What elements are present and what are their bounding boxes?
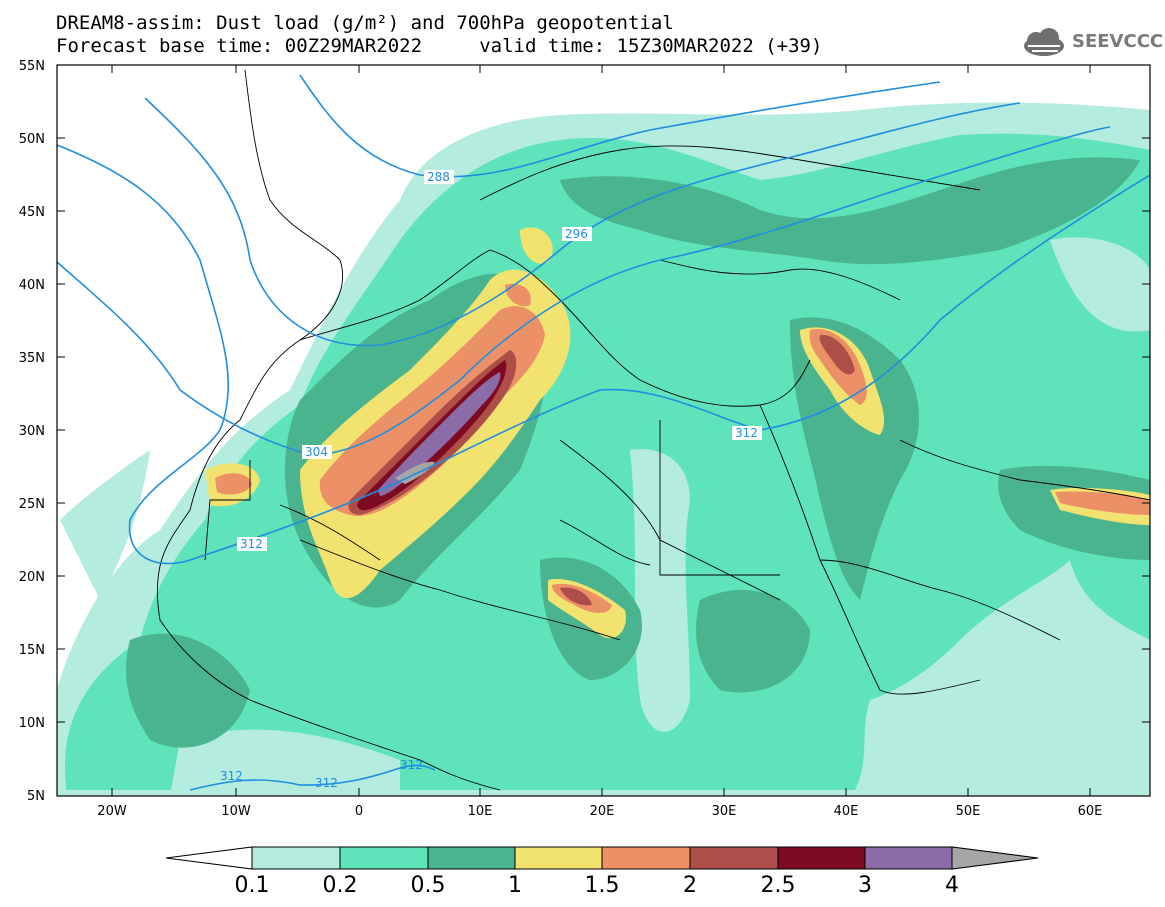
dust-level-0.1-patch xyxy=(170,729,400,796)
colorbar-label: 0.5 xyxy=(411,873,446,898)
dust-level-3 xyxy=(378,372,501,496)
lat-label: 20N xyxy=(19,570,45,585)
contour-312-south xyxy=(189,764,436,791)
colorbar-labels: 0.1 0.2 0.5 1 1.5 2 2.5 3 4 xyxy=(235,873,960,898)
lon-label: 50E xyxy=(956,804,981,819)
colorbar-segment xyxy=(427,846,516,870)
contour-label: 312 xyxy=(240,537,263,551)
forecast-time-subtitle: Forecast base time: 00Z29MAR2022 valid t… xyxy=(56,35,823,57)
contour-label: 288 xyxy=(427,170,450,184)
dust-level-1 xyxy=(520,227,553,264)
coastlines xyxy=(156,69,1150,791)
colorbar-segment xyxy=(514,846,603,870)
contour-label: 312 xyxy=(735,426,758,440)
lat-label: 10N xyxy=(19,716,45,731)
lon-label: 10W xyxy=(221,804,251,819)
colorbar-label: 3 xyxy=(858,873,872,898)
lon-label: 40E xyxy=(834,804,859,819)
lon-label: 20W xyxy=(97,804,127,819)
seevccc-logo xyxy=(1024,28,1064,56)
lat-label: 45N xyxy=(19,205,45,220)
dust-level-1.5 xyxy=(215,473,252,495)
colorbar-segment xyxy=(864,846,953,870)
dust-level-0.1-patch xyxy=(630,449,690,732)
colorbar-label: 0.1 xyxy=(235,873,270,898)
lon-label: 20E xyxy=(590,804,615,819)
colorbar-label: 4 xyxy=(945,873,959,898)
longitude-labels: 20W 10W 0 10E 20E 30E 40E 50E 60E xyxy=(97,804,1102,819)
dust-level-0.5 xyxy=(790,317,919,600)
contour-label: 312 xyxy=(220,769,243,783)
dust-level-0.2 xyxy=(65,133,1150,790)
dust-level-1.5 xyxy=(1055,491,1150,515)
lat-label: 35N xyxy=(19,351,45,366)
contour-labels: 288 296 304 312 312 312 312 312 xyxy=(220,170,762,790)
dust-level-0.5 xyxy=(560,157,1140,265)
geopotential-contours xyxy=(57,74,1150,791)
colorbar-label: 1 xyxy=(508,873,522,898)
colorbar-label: 2 xyxy=(683,873,697,898)
cloud-icon xyxy=(1024,28,1064,56)
lon-label: 60E xyxy=(1078,804,1103,819)
colorbar-segment xyxy=(777,846,866,870)
logo-text: SEEVCCC xyxy=(1072,31,1164,52)
colorbar-segment xyxy=(339,846,429,870)
contour-label: 312 xyxy=(315,776,338,790)
colorbar-label: 2.5 xyxy=(761,873,796,898)
dust-level-0.5 xyxy=(126,633,250,748)
contour-label: 296 xyxy=(565,227,588,241)
dust-level-0.1-patch xyxy=(60,450,150,600)
contour-304 xyxy=(57,126,1111,456)
colorbar-segment xyxy=(601,846,691,870)
contour-label: 304 xyxy=(305,445,328,459)
lat-label: 5N xyxy=(27,789,45,804)
colorbar-label: 0.2 xyxy=(323,873,358,898)
lat-label: 50N xyxy=(19,132,45,147)
lat-label: 25N xyxy=(19,497,45,512)
colorbar-label: 1.5 xyxy=(585,873,620,898)
dust-level-2 xyxy=(560,587,592,606)
contour-312 xyxy=(57,144,1150,565)
lon-label: 0 xyxy=(355,804,363,819)
lon-label: 10E xyxy=(468,804,493,819)
contour-296 xyxy=(144,97,1021,347)
colorbar-segment xyxy=(689,846,779,870)
dust-level-1.5 xyxy=(505,283,531,307)
chart-title: DREAM8-assim: Dust load (g/m²) and 700hP… xyxy=(56,12,674,34)
dust-level-0.5 xyxy=(696,590,810,693)
colorbar-segment-below xyxy=(165,846,253,870)
dust-level-0.1-patch xyxy=(1050,237,1150,332)
dust-level-1.5 xyxy=(319,306,545,516)
lat-label: 30N xyxy=(19,424,45,439)
colorbar xyxy=(165,846,1039,870)
lat-label: 40N xyxy=(19,278,45,293)
lon-label: 30E xyxy=(712,804,737,819)
colorbar-segment-above xyxy=(951,846,1039,870)
tick-marks xyxy=(57,65,1150,796)
contour-label: 312 xyxy=(400,758,423,772)
lat-label: 15N xyxy=(19,643,45,658)
lat-label: 55N xyxy=(19,59,45,74)
dust-level-2 xyxy=(819,334,855,375)
dust-field xyxy=(57,65,1150,796)
latitude-labels: 55N 50N 45N 40N 35N 30N 25N 20N 15N 10N … xyxy=(19,59,45,804)
contour-288 xyxy=(299,74,941,178)
colorbar-segment xyxy=(251,846,341,870)
